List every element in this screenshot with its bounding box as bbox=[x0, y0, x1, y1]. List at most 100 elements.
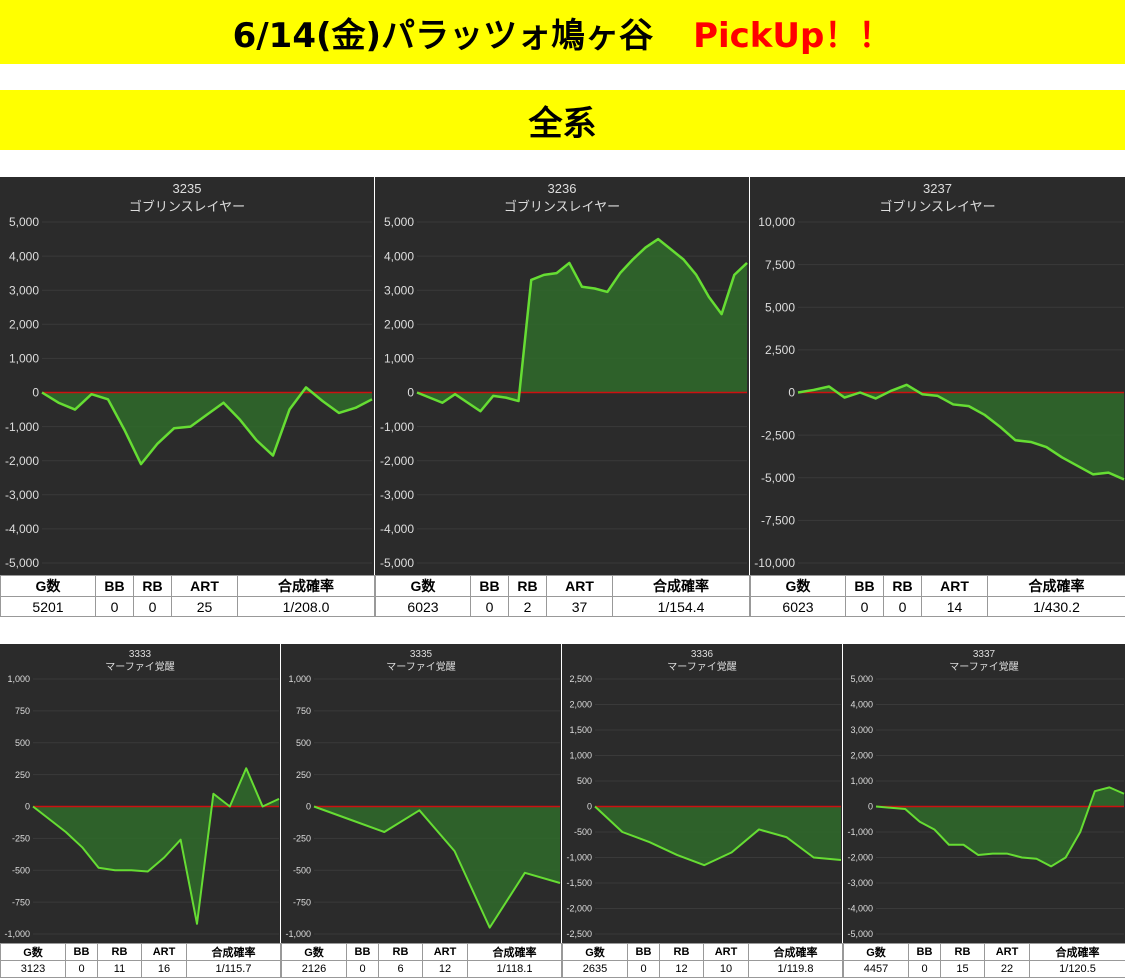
y-tick-label: 1,000 bbox=[850, 776, 873, 786]
stats-value-cell: 10 bbox=[704, 961, 749, 978]
y-tick-label: 2,000 bbox=[384, 318, 414, 332]
chart-svg: 3337マーファイ覚醒5,0004,0003,0002,0001,0000-1,… bbox=[843, 644, 1125, 943]
y-tick-label: -3,000 bbox=[380, 488, 414, 502]
chart-svg: 3333マーファイ覚醒1,0007505002500-250-500-750-1… bbox=[0, 644, 280, 943]
y-tick-label: 1,000 bbox=[569, 751, 592, 761]
stats-header-cell: ART bbox=[423, 944, 468, 961]
y-tick-label: -1,000 bbox=[4, 929, 30, 939]
stats-value-cell: 2635 bbox=[563, 961, 628, 978]
stats-header-cell: G数 bbox=[844, 944, 909, 961]
area-fill bbox=[42, 387, 372, 464]
chart-machine-number: 3337 bbox=[973, 649, 996, 660]
y-tick-label: 1,500 bbox=[569, 725, 592, 735]
y-tick-label: 0 bbox=[32, 386, 39, 400]
y-tick-label: 750 bbox=[296, 706, 311, 716]
chart-machine-number: 3335 bbox=[410, 649, 433, 660]
y-tick-label: 4,000 bbox=[384, 249, 414, 263]
chart-svg: 3235ゴブリンスレイヤー5,0004,0003,0002,0001,0000-… bbox=[0, 177, 374, 575]
y-tick-label: -500 bbox=[293, 865, 311, 875]
stats-header-cell: BB bbox=[347, 944, 379, 961]
chart-machine-number: 3333 bbox=[129, 649, 152, 660]
stats-value-cell: 0 bbox=[909, 961, 941, 978]
stats-value-cell: 5201 bbox=[1, 597, 96, 617]
y-tick-label: -500 bbox=[574, 827, 592, 837]
stats-value-cell: 0 bbox=[846, 597, 884, 617]
y-tick-label: -4,000 bbox=[847, 904, 873, 914]
y-tick-label: -1,000 bbox=[5, 420, 39, 434]
y-tick-label: 1,000 bbox=[288, 674, 311, 684]
chart-machine-name: マーファイ覚醒 bbox=[949, 660, 1018, 673]
stats-header-cell: 合成確率 bbox=[749, 944, 843, 961]
y-tick-label: 2,500 bbox=[765, 343, 795, 357]
stats-value-cell: 25 bbox=[172, 597, 238, 617]
chart-machine-name: マーファイ覚醒 bbox=[105, 660, 174, 673]
chart-machine-number: 3235 bbox=[173, 181, 202, 196]
y-tick-label: 2,000 bbox=[9, 318, 39, 332]
stats-value-cell: 0 bbox=[471, 597, 509, 617]
y-tick-label: -4,000 bbox=[380, 522, 414, 536]
y-tick-label: -500 bbox=[12, 865, 30, 875]
stats-header-cell: RB bbox=[941, 944, 985, 961]
stats-header-cell: BB bbox=[846, 576, 884, 597]
chart-machine-name: マーファイ覚醒 bbox=[386, 660, 455, 673]
y-tick-label: -1,500 bbox=[566, 878, 592, 888]
y-tick-label: 2,000 bbox=[569, 700, 592, 710]
y-tick-label: 10,000 bbox=[758, 215, 795, 229]
stats-value-cell: 0 bbox=[134, 597, 172, 617]
chart-machine-name: ゴブリンスレイヤー bbox=[129, 199, 245, 214]
chart-machine-number: 3336 bbox=[691, 649, 714, 660]
stats-value-cell: 6023 bbox=[376, 597, 471, 617]
stats-header-cell: RB bbox=[98, 944, 142, 961]
chart-machine-number: 3237 bbox=[923, 181, 952, 196]
stats-value-cell: 3123 bbox=[1, 961, 66, 978]
stats-value-cell: 1/430.2 bbox=[988, 597, 1125, 617]
stats-header-cell: BB bbox=[96, 576, 134, 597]
y-tick-label: 0 bbox=[25, 802, 30, 812]
stats-header-cell: BB bbox=[471, 576, 509, 597]
stats-header-cell: ART bbox=[547, 576, 613, 597]
y-tick-label: 500 bbox=[577, 776, 592, 786]
stats-header-cell: G数 bbox=[1, 944, 66, 961]
stats-value-cell: 12 bbox=[660, 961, 704, 978]
section-title-banner: 全系 bbox=[0, 90, 1125, 150]
y-tick-label: 5,000 bbox=[9, 215, 39, 229]
stats-header-cell: RB bbox=[509, 576, 547, 597]
y-tick-label: 4,000 bbox=[9, 249, 39, 263]
stats-value-cell: 1/115.7 bbox=[187, 961, 281, 978]
y-tick-label: 500 bbox=[296, 738, 311, 748]
page-title: 6/14(金)パラッツォ鳩ヶ谷 bbox=[233, 8, 653, 57]
y-tick-label: 0 bbox=[587, 802, 592, 812]
stats-value-cell: 37 bbox=[547, 597, 613, 617]
stats-header-cell: RB bbox=[660, 944, 704, 961]
y-tick-label: -750 bbox=[12, 897, 30, 907]
y-tick-label: 1,000 bbox=[384, 352, 414, 366]
y-tick-label: -3,000 bbox=[5, 488, 39, 502]
y-tick-label: -1,000 bbox=[380, 420, 414, 434]
stats-value-cell: 0 bbox=[96, 597, 134, 617]
y-tick-label: 4,000 bbox=[850, 700, 873, 710]
chart-machine-number: 3236 bbox=[548, 181, 577, 196]
y-tick-label: 3,000 bbox=[850, 725, 873, 735]
stats-header-cell: 合成確率 bbox=[187, 944, 281, 961]
stats-value-cell: 11 bbox=[98, 961, 142, 978]
stats-value-cell: 0 bbox=[884, 597, 922, 617]
stats-value-cell: 4457 bbox=[844, 961, 909, 978]
y-tick-label: 7,500 bbox=[765, 258, 795, 272]
chart-svg: 3335マーファイ覚醒1,0007505002500-250-500-750-1… bbox=[281, 644, 561, 943]
chart-machine-name: ゴブリンスレイヤー bbox=[504, 199, 620, 214]
section-title: 全系 bbox=[529, 96, 597, 145]
y-tick-label: -5,000 bbox=[380, 556, 414, 570]
y-tick-label: -750 bbox=[293, 897, 311, 907]
stats-header-cell: BB bbox=[66, 944, 98, 961]
y-tick-label: -2,000 bbox=[380, 454, 414, 468]
y-tick-label: 0 bbox=[868, 802, 873, 812]
y-tick-label: -2,000 bbox=[847, 853, 873, 863]
stats-header-cell: 合成確率 bbox=[468, 944, 562, 961]
